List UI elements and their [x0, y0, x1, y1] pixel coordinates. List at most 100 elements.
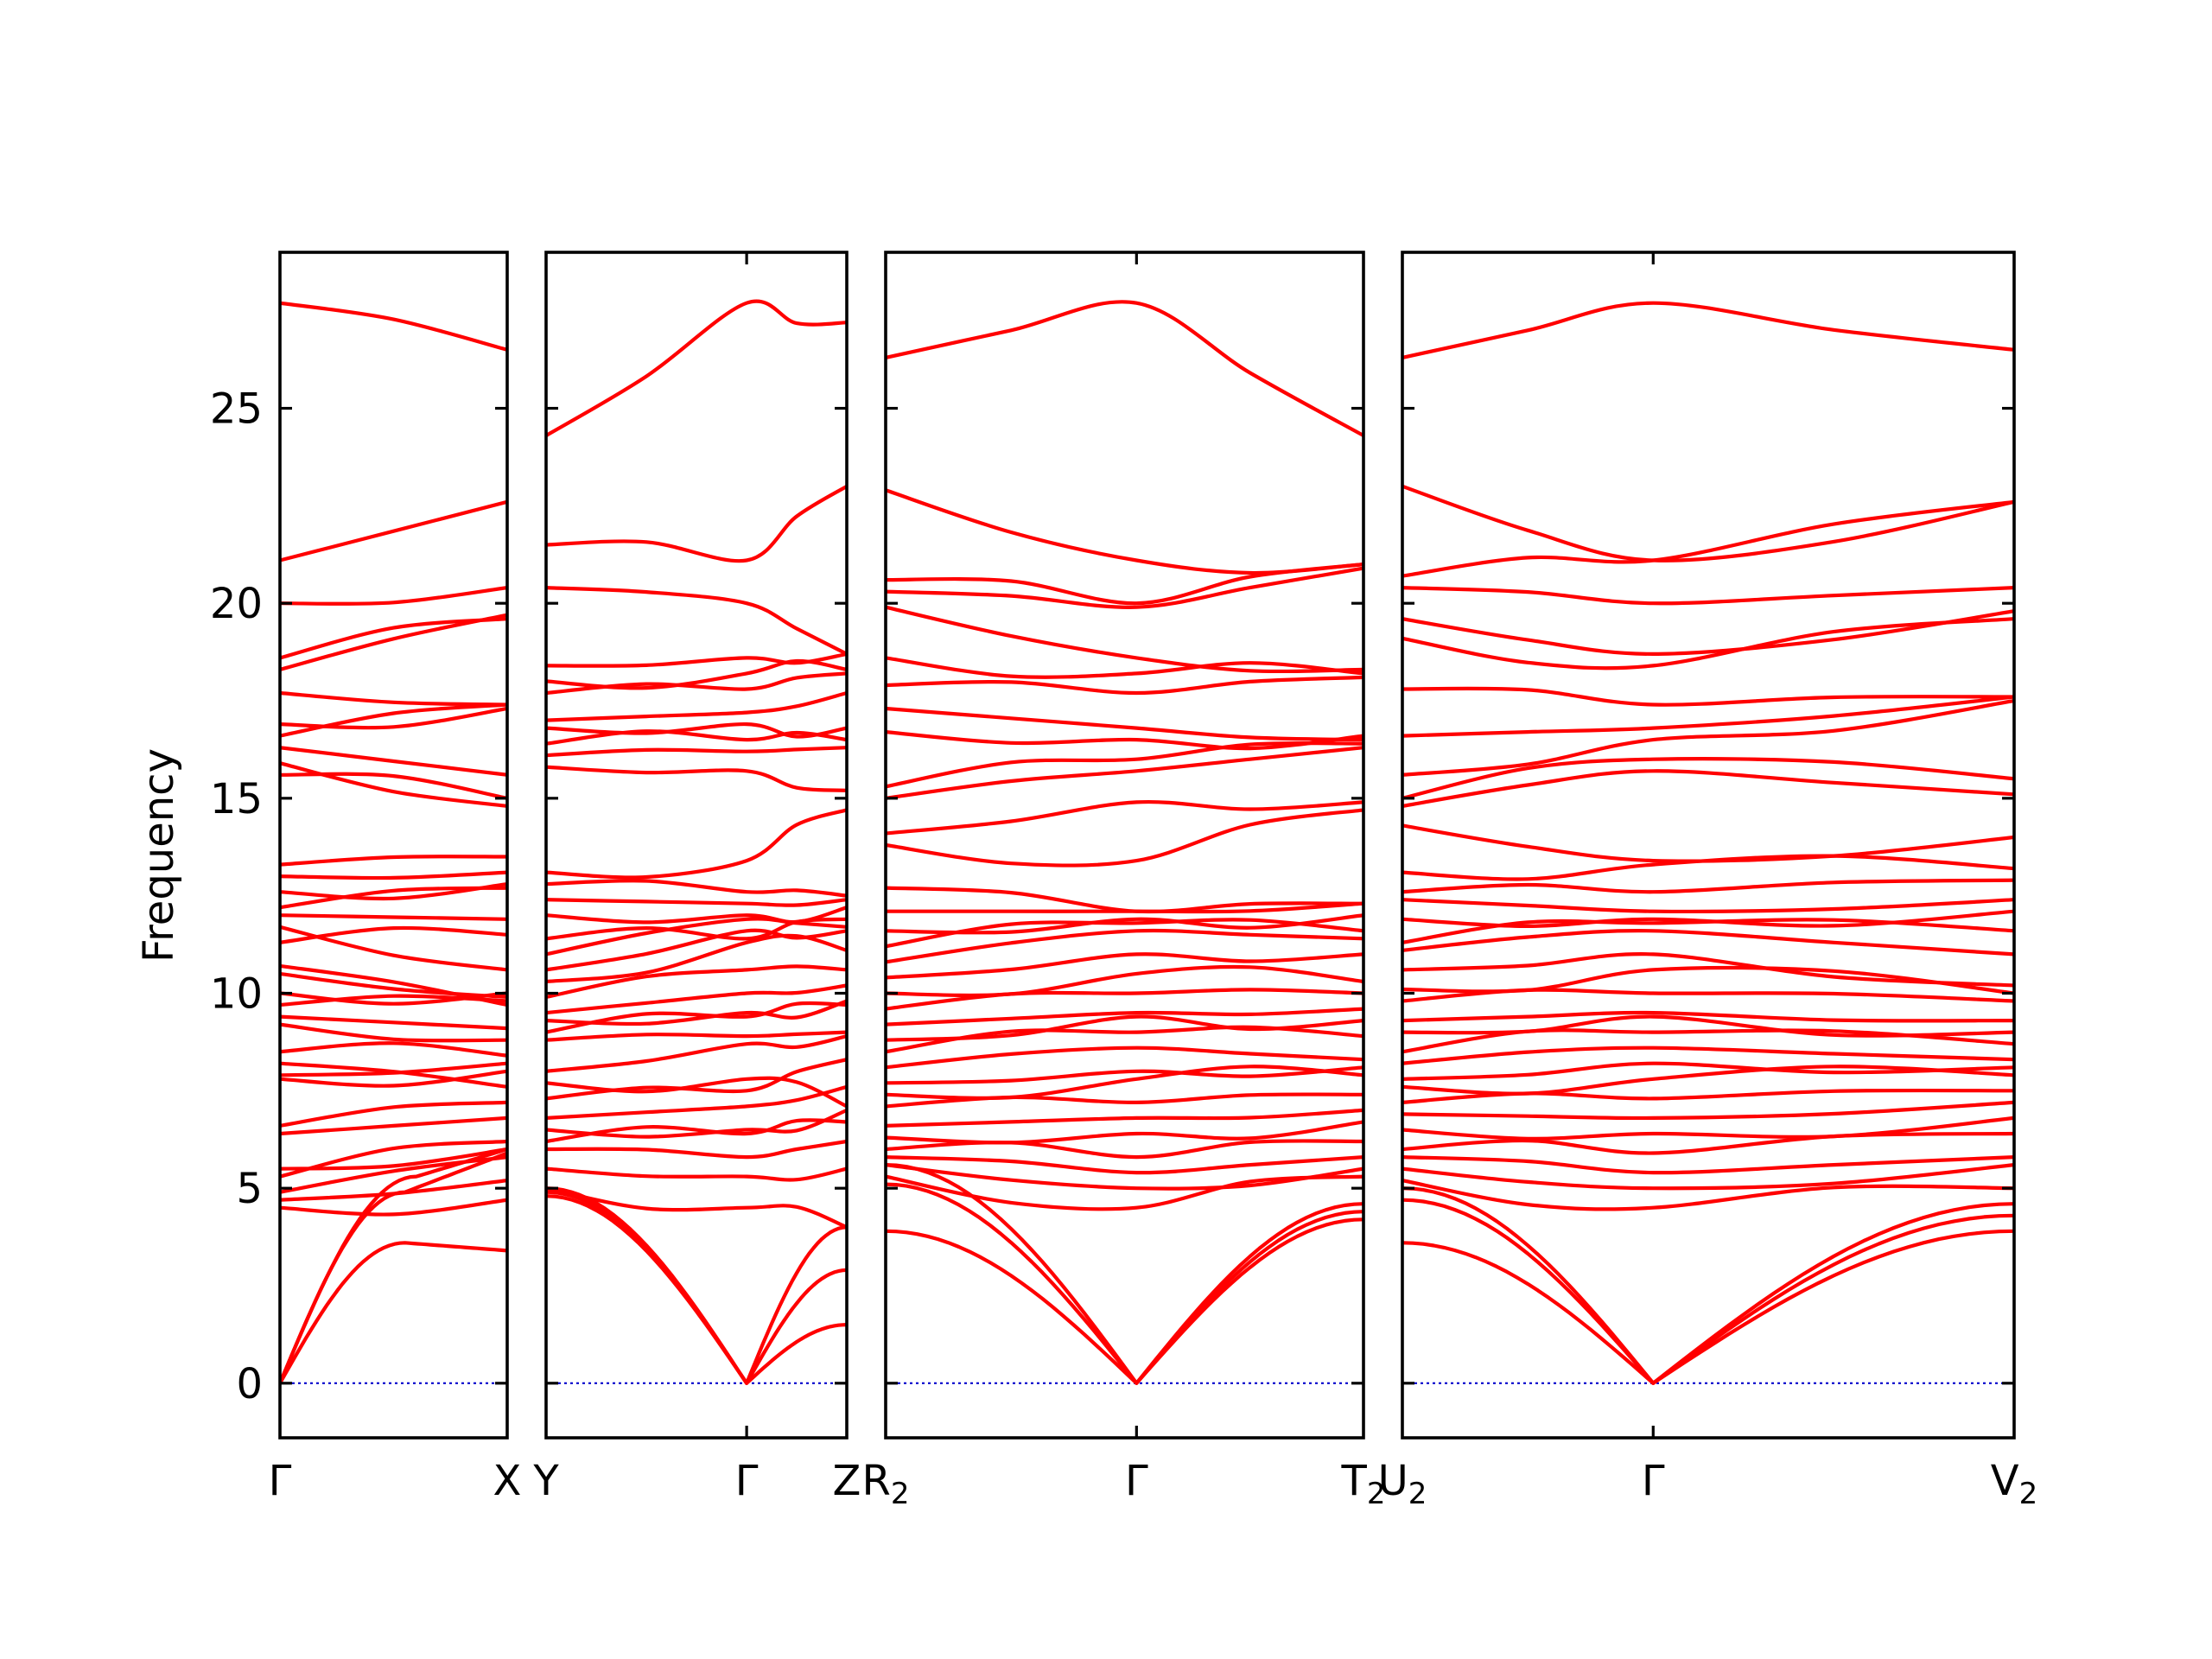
optical-branch-20: [546, 898, 847, 907]
optical-branch-5: [886, 1120, 1363, 1145]
optical-branch-25: [1402, 757, 2014, 800]
optical-branch-17: [546, 917, 847, 957]
acoustic-branch-2: [1402, 1198, 2014, 1385]
optical-branch-21: [886, 886, 1363, 914]
optical-branch-34: [1402, 301, 2014, 359]
optical-branch-1: [280, 1198, 507, 1217]
optical-branch-10: [546, 1030, 847, 1042]
acoustic-branch-2: [546, 1194, 847, 1385]
y-axis: 0 5 10 15 20 25: [210, 385, 263, 1408]
optical-branch-27: [280, 746, 507, 777]
optical-branch-1: [546, 1186, 847, 1230]
optical-branch-28: [1402, 686, 2014, 707]
optical-branch-16: [1402, 952, 2014, 988]
optical-branch-13: [280, 1014, 507, 1031]
optical-branch-12: [886, 1014, 1363, 1042]
optical-branch-24: [1402, 769, 2014, 808]
optical-branch-30: [886, 605, 1363, 674]
optical-branch-31: [886, 566, 1363, 609]
optical-branch-4: [886, 1139, 1363, 1160]
acoustic-branch-1: [546, 1190, 847, 1385]
optical-branch-32: [546, 484, 847, 563]
optical-branch-23: [1402, 823, 2014, 863]
optical-branch-29: [1402, 617, 2014, 671]
optical-branch-33: [1402, 484, 2014, 563]
optical-branch-29: [280, 706, 507, 730]
panel-frame: [278, 251, 509, 1440]
optical-branch-19: [886, 913, 1363, 935]
optical-branch-19: [1402, 909, 2014, 928]
optical-branch-28: [280, 702, 507, 738]
optical-branch-16: [886, 952, 1363, 980]
optical-branch-34: [280, 499, 507, 563]
optical-branch-9: [546, 1034, 847, 1073]
k-point-label: Γ: [735, 1457, 759, 1505]
optical-branch-30: [1402, 609, 2014, 656]
optical-branch-8: [1402, 1065, 2014, 1096]
optical-branch-14: [546, 964, 847, 1000]
acoustic-branch-3: [546, 1186, 847, 1385]
optical-branch-24: [886, 746, 1363, 800]
optical-branch-27: [1402, 695, 2014, 738]
band-lines: [280, 301, 507, 1384]
optical-branch-17: [1402, 929, 2014, 957]
y-tick-label: 10: [210, 970, 263, 1019]
k-point-label: U2: [1378, 1457, 1427, 1511]
optical-branch-4: [546, 1118, 847, 1144]
optical-branch-18: [280, 925, 507, 944]
k-point-label: V2: [1991, 1457, 2037, 1511]
optical-branch-8: [546, 1076, 847, 1109]
optical-branch-6: [546, 1084, 847, 1120]
optical-branch-17: [886, 928, 1363, 964]
optical-branch-13: [886, 1007, 1363, 1027]
optical-branch-32: [1402, 499, 2014, 578]
optical-branch-13: [1402, 1010, 2014, 1023]
optical-branch-27: [886, 706, 1363, 742]
optical-branch-28: [886, 675, 1363, 696]
optical-branch-6: [886, 1108, 1363, 1128]
optical-branch-2: [1402, 1163, 2014, 1191]
optical-branch-3: [886, 1155, 1363, 1175]
y-tick-label: 0: [236, 1360, 263, 1408]
optical-branch-22: [1402, 854, 2014, 881]
y-tick-label: 20: [210, 580, 263, 628]
optical-branch-21: [1402, 878, 2014, 894]
panel-frame: [884, 251, 1365, 1440]
optical-branch-15: [1402, 965, 2014, 995]
acoustic-branch-1: [280, 1241, 507, 1384]
optical-branch-25: [886, 741, 1363, 789]
band-lines: [546, 299, 847, 1385]
optical-branch-1: [886, 1174, 1363, 1211]
optical-branch-7: [280, 1100, 507, 1128]
optical-branch-16: [546, 928, 847, 972]
panel-frame: [544, 251, 849, 1440]
optical-branch-31: [280, 613, 507, 671]
band-lines: [886, 300, 1363, 1385]
optical-branch-35: [280, 301, 507, 352]
optical-branch-12: [546, 999, 847, 1027]
optical-branch-21: [546, 879, 847, 898]
optical-branch-8: [280, 1069, 507, 1088]
optical-branch-26: [280, 761, 507, 808]
optical-branch-14: [886, 988, 1363, 1011]
optical-branch-22: [546, 808, 847, 880]
optical-branch-7: [886, 1092, 1363, 1109]
acoustic-branch-3: [1402, 1186, 2014, 1385]
k-point-label: Z: [833, 1457, 861, 1505]
optical-branch-31: [546, 586, 847, 656]
optical-branch-26: [546, 721, 847, 739]
optical-branch-9: [886, 1065, 1363, 1085]
optical-branch-12: [1402, 1014, 2014, 1038]
optical-branch-30: [280, 690, 507, 707]
band-lines: [1402, 301, 2014, 1385]
optical-branch-4: [1402, 1131, 2014, 1155]
optical-branch-31: [1402, 586, 2014, 606]
k-point-label: Y: [532, 1457, 559, 1505]
optical-branch-10: [886, 1046, 1363, 1070]
optical-branch-7: [546, 1058, 847, 1101]
optical-branch-10: [1402, 1046, 2014, 1065]
optical-branch-10: [280, 1061, 507, 1089]
